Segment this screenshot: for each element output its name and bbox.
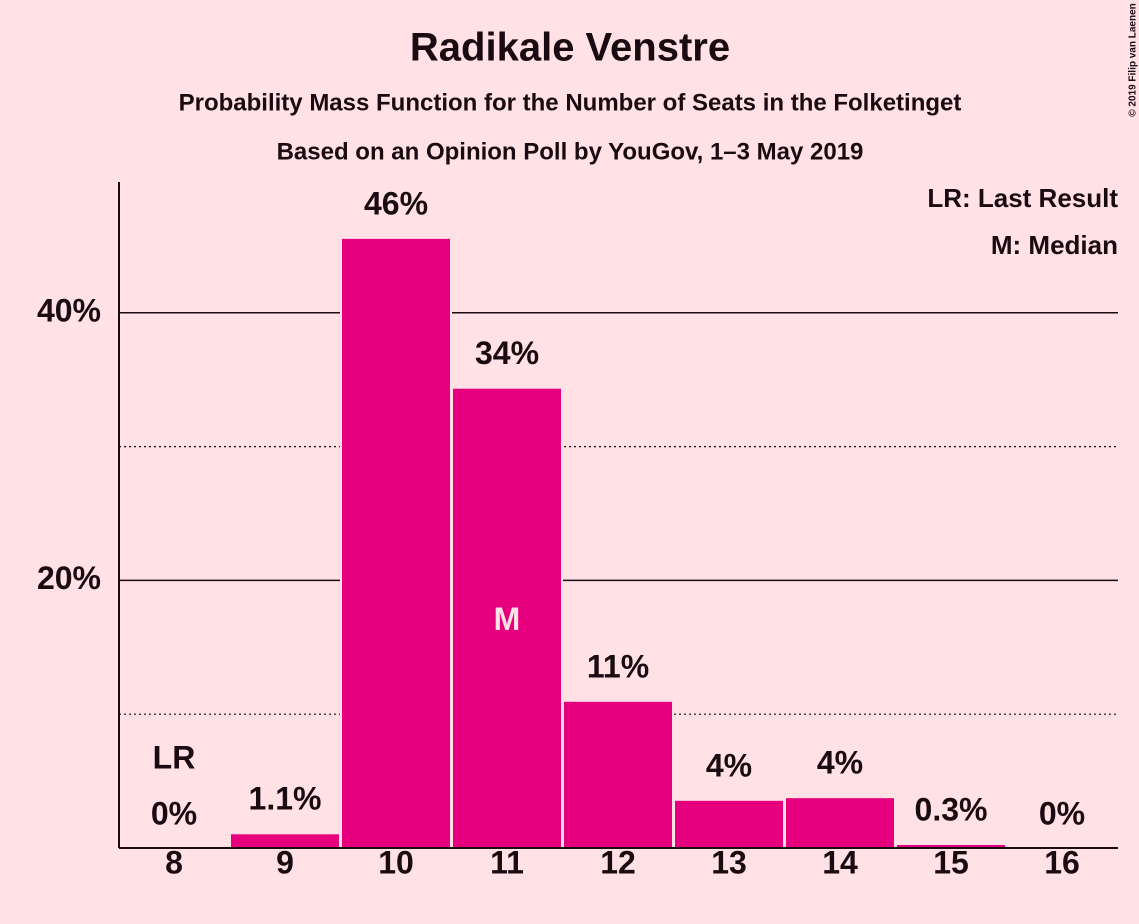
median-marker: M [494, 601, 521, 637]
x-tick-label: 16 [1044, 844, 1080, 880]
bar [451, 386, 563, 849]
value-label: 34% [475, 335, 539, 371]
x-tick-label: 13 [711, 844, 747, 880]
copyright: © 2019 Filip van Laenen [1128, 3, 1139, 117]
value-label: 0% [1039, 795, 1085, 831]
value-label: 11% [587, 648, 649, 684]
value-label: 0.3% [915, 791, 988, 827]
x-tick-label: 10 [378, 844, 414, 880]
x-tick-label: 12 [600, 844, 636, 880]
value-label: 1.1% [249, 781, 322, 817]
chart-source: Based on an Opinion Poll by YouGov, 1–3 … [277, 138, 864, 165]
value-label: 4% [817, 745, 863, 781]
x-tick-label: 8 [165, 844, 183, 880]
y-tick-label: 40% [37, 292, 101, 328]
value-label: 4% [706, 747, 752, 783]
value-label: 0% [151, 795, 197, 831]
x-tick-label: 14 [822, 844, 858, 880]
bar [562, 699, 674, 849]
bar [673, 798, 785, 849]
x-tick-label: 9 [276, 844, 294, 880]
x-tick-label: 11 [490, 844, 524, 880]
y-tick-label: 20% [37, 560, 101, 596]
value-label: 46% [364, 185, 428, 221]
legend-entry: LR: Last Result [927, 183, 1118, 213]
chart-subtitle: Probability Mass Function for the Number… [179, 89, 962, 116]
last-result-marker: LR [153, 739, 196, 775]
bar [784, 796, 896, 850]
x-tick-label: 15 [933, 844, 969, 880]
bar [340, 236, 452, 849]
chart-title: Radikale Venstre [410, 26, 730, 70]
legend-entry: M: Median [991, 230, 1118, 260]
